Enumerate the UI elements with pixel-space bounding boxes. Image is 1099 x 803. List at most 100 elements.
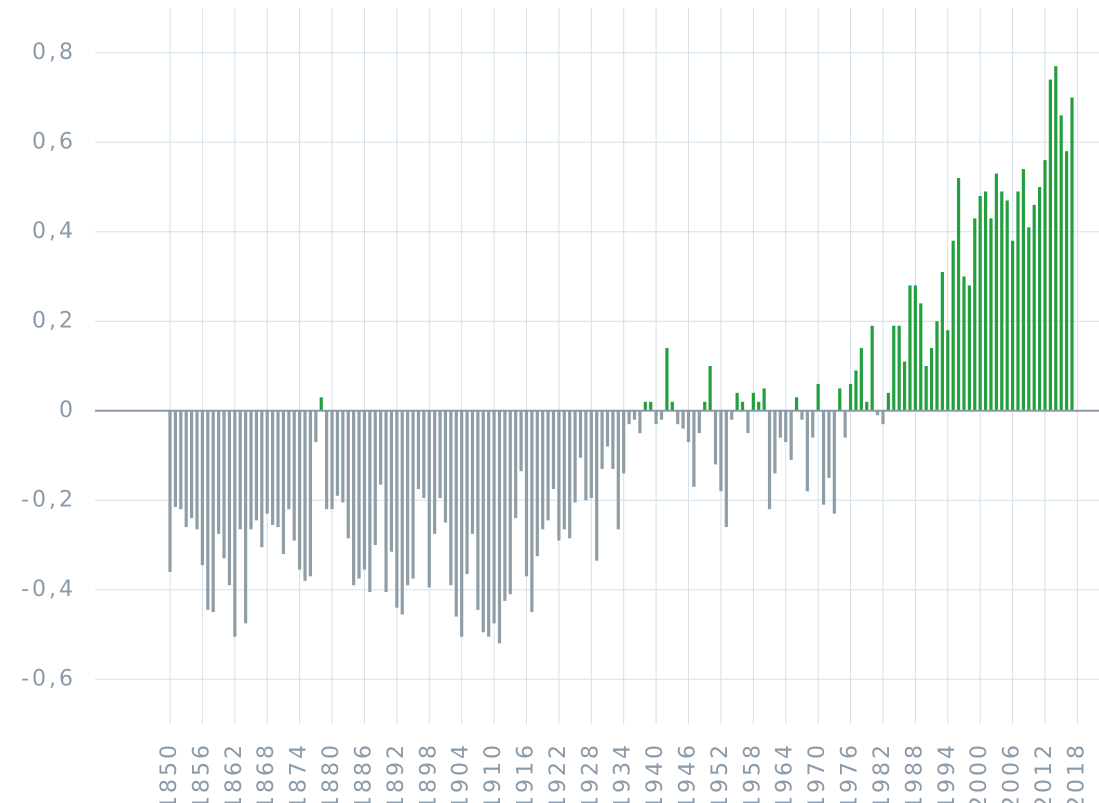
y-tick-label: -0,2: [21, 487, 76, 512]
bar: [935, 321, 939, 411]
bar: [740, 401, 745, 411]
bar: [989, 218, 993, 411]
bar: [616, 410, 620, 530]
bar: [627, 410, 631, 425]
bar: [983, 191, 988, 411]
bar: [865, 401, 869, 411]
bar: [784, 410, 788, 443]
x-tick-label: 1964: [773, 742, 798, 803]
bar: [973, 218, 977, 411]
bar: [541, 410, 545, 530]
bar: [454, 410, 458, 617]
bar: [416, 410, 421, 490]
x-tick-label: 1868: [254, 742, 279, 803]
bar: [794, 397, 799, 411]
bar: [875, 410, 880, 416]
x-tick-label: 1910: [481, 742, 506, 803]
bar: [762, 388, 766, 411]
bar: [913, 285, 917, 411]
bar: [600, 410, 604, 469]
bar: [503, 410, 507, 601]
bar: [427, 410, 431, 588]
bar: [238, 410, 242, 530]
x-tick-label: 1934: [611, 742, 636, 803]
bar: [346, 410, 350, 539]
bar: [308, 410, 313, 577]
bar: [697, 410, 701, 434]
bar: [670, 401, 674, 411]
bar: [676, 410, 680, 425]
bar: [735, 392, 739, 411]
bar: [843, 410, 847, 438]
x-tick-label: 1904: [449, 742, 474, 803]
y-tick-label: -0,4: [21, 577, 76, 602]
bar: [244, 410, 248, 624]
bar: [708, 366, 712, 411]
x-tick-label: 1850: [157, 742, 182, 803]
bar: [940, 272, 944, 411]
bar: [411, 410, 415, 579]
bar: [179, 410, 183, 510]
bar: [811, 410, 815, 438]
bar: [265, 410, 269, 514]
bar: [881, 410, 885, 425]
bar: [686, 410, 691, 443]
bar: [1027, 227, 1031, 411]
bar: [1016, 191, 1020, 411]
bar: [546, 410, 550, 521]
bar: [200, 410, 205, 566]
bar: [206, 410, 210, 610]
x-tick-label: 1892: [384, 742, 409, 803]
y-tick-label: 0: [59, 398, 76, 423]
bar: [1070, 97, 1074, 411]
bar: [195, 410, 199, 530]
y-tick-label: 0,6: [32, 129, 76, 154]
bar: [703, 401, 707, 411]
bar: [438, 410, 442, 499]
bar: [395, 410, 399, 608]
bar: [767, 410, 772, 510]
bar: [357, 410, 361, 579]
bar: [859, 348, 863, 411]
bar: [902, 361, 907, 411]
bar: [929, 348, 934, 411]
bar: [260, 410, 264, 548]
bar: [1048, 79, 1052, 411]
bar: [789, 410, 793, 460]
bar: [978, 195, 982, 411]
bar: [1043, 160, 1047, 411]
bar: [330, 410, 334, 510]
bar: [649, 401, 653, 411]
bar: [524, 410, 529, 577]
bar: [298, 410, 302, 570]
bar: [773, 410, 777, 474]
bar: [573, 410, 577, 503]
bar: [211, 410, 215, 613]
bar: [892, 325, 896, 411]
bar: [433, 410, 437, 534]
bar: [384, 410, 388, 592]
bar: [530, 410, 534, 613]
bar: [271, 410, 275, 525]
x-tick-label: 1970: [805, 742, 830, 803]
bar: [460, 410, 464, 637]
bar: [1059, 115, 1063, 411]
bar: [886, 392, 890, 411]
bar: [1010, 240, 1015, 411]
bar: [465, 410, 469, 575]
x-tick-label: 1958: [740, 742, 765, 803]
bar: [1064, 151, 1069, 411]
bar: [595, 410, 599, 561]
bar: [1000, 191, 1004, 411]
bar: [276, 410, 280, 528]
bar: [751, 392, 755, 411]
bar: [319, 397, 323, 411]
x-tick-label: 1880: [319, 742, 344, 803]
bar: [578, 410, 583, 458]
bar: [870, 325, 874, 411]
x-tick-label: 2006: [1000, 742, 1025, 803]
bar: [1005, 200, 1009, 411]
bar: [719, 410, 723, 492]
bar: [605, 410, 610, 447]
